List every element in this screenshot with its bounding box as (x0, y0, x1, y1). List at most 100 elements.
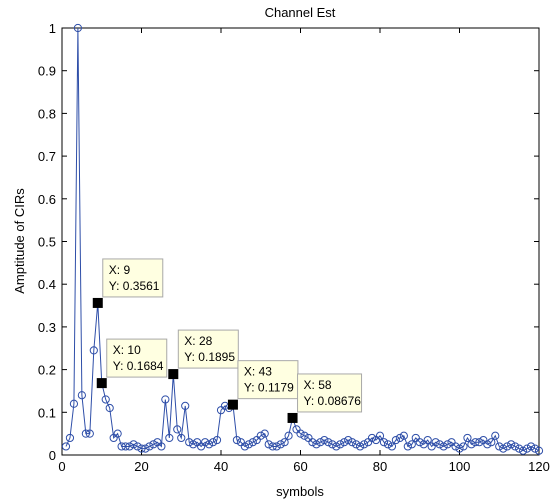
data-point (101, 395, 110, 404)
data-point (332, 442, 341, 451)
datatip-box (102, 258, 164, 298)
y-tick-label: 0.5 (38, 235, 56, 250)
x-tick-label: 60 (293, 459, 307, 474)
data-point (133, 442, 142, 451)
data-point (173, 425, 182, 434)
data-point (284, 431, 293, 440)
data-point (137, 444, 146, 453)
data-point (69, 399, 79, 408)
y-axis-ticks: 0 0.1 0.2 0.3 0.4 0.5 0.6 0.7 0.8 0.9 1 (38, 21, 539, 463)
data-point (495, 442, 504, 451)
data-point (232, 435, 241, 445)
data-point (121, 442, 130, 451)
data-point (272, 442, 281, 451)
data-point (208, 438, 218, 447)
data-point (312, 440, 321, 449)
y-tick-label: 0.3 (38, 320, 56, 335)
data-point (61, 442, 71, 451)
data-point (125, 442, 134, 451)
data-point (403, 442, 412, 451)
datatip-y-text: Y: 0.1895 (184, 350, 235, 364)
datatip-marker (96, 378, 107, 389)
datatip-marker (287, 412, 298, 423)
data-point (395, 433, 404, 443)
data-point (244, 440, 253, 449)
data-point (439, 442, 448, 451)
y-tick-label: 0.9 (38, 64, 56, 79)
data-point (308, 438, 317, 447)
x-tick-label: 0 (58, 459, 65, 474)
data-point (105, 403, 114, 413)
x-tick-label: 100 (449, 459, 471, 474)
data-point (157, 442, 166, 451)
data-point (519, 446, 528, 455)
datatip-x-text: X: 28 (184, 334, 212, 348)
data-point (511, 442, 520, 451)
x-axis-ticks: 0 20 40 60 80 100 120 (58, 28, 550, 474)
data-point (431, 438, 440, 447)
data-point (348, 438, 357, 447)
data-point (379, 438, 389, 447)
datatip[interactable]: X: 43 Y: 0.1179 (227, 360, 299, 410)
y-tick-label: 0.7 (38, 149, 56, 164)
data-point (399, 431, 408, 440)
data-point (387, 442, 397, 451)
data-point (145, 442, 154, 451)
x-tick-label: 40 (214, 459, 228, 474)
data-point (248, 438, 257, 447)
y-tick-label: 0 (49, 448, 56, 463)
data-point (81, 429, 90, 438)
data-point (459, 442, 468, 451)
data-point (375, 431, 385, 440)
datatip[interactable]: X: 58 Y: 0.08676 (287, 373, 363, 423)
data-point (240, 442, 249, 451)
data-point (383, 440, 393, 449)
data-point (141, 444, 150, 453)
datatip[interactable]: X: 28 Y: 0.1895 (168, 329, 239, 380)
data-point (77, 391, 86, 400)
data-point (499, 444, 508, 453)
y-tick-label: 0.4 (38, 277, 56, 292)
x-tick-label: 120 (528, 459, 550, 474)
data-point (204, 440, 214, 449)
x-tick-label: 80 (373, 459, 387, 474)
y-tick-label: 0.8 (38, 106, 56, 121)
data-point (471, 438, 480, 447)
datatip[interactable]: X: 10 Y: 0.1684 (96, 338, 168, 389)
data-point (391, 435, 400, 445)
data-point (181, 401, 190, 410)
data-point (316, 438, 325, 447)
datatip-x-text: X: 58 (304, 378, 332, 392)
y-tick-label: 0.1 (38, 405, 56, 420)
data-point (423, 435, 432, 445)
datatip-x-text: X: 43 (244, 365, 272, 379)
data-point (73, 23, 83, 33)
data-point (320, 435, 329, 445)
data-point (201, 438, 210, 447)
data-point (415, 438, 424, 447)
data-point (212, 435, 222, 445)
data-point (161, 395, 170, 404)
data-point (185, 438, 194, 447)
data-point (344, 435, 353, 445)
y-tick-label: 0.6 (38, 192, 56, 207)
data-point (264, 440, 273, 449)
datatip[interactable]: X: 9 Y: 0.3561 (92, 258, 164, 308)
data-point (534, 446, 544, 455)
data-point (296, 429, 305, 438)
data-point (65, 433, 75, 443)
datatip-marker (92, 297, 103, 308)
datatips-layer: X: 9 Y: 0.3561 X: 10 Y: 0.1684 X: 28 Y: 0.189… (92, 258, 363, 423)
data-point (487, 438, 496, 447)
data-point (356, 442, 365, 451)
data-point (340, 438, 349, 447)
data-point (352, 440, 361, 449)
data-point (503, 442, 512, 451)
data-point (260, 429, 269, 438)
y-axis-label: Amptitude of CIRs (12, 188, 27, 294)
data-point (507, 440, 516, 449)
data-point (463, 433, 472, 443)
data-point (336, 440, 345, 449)
